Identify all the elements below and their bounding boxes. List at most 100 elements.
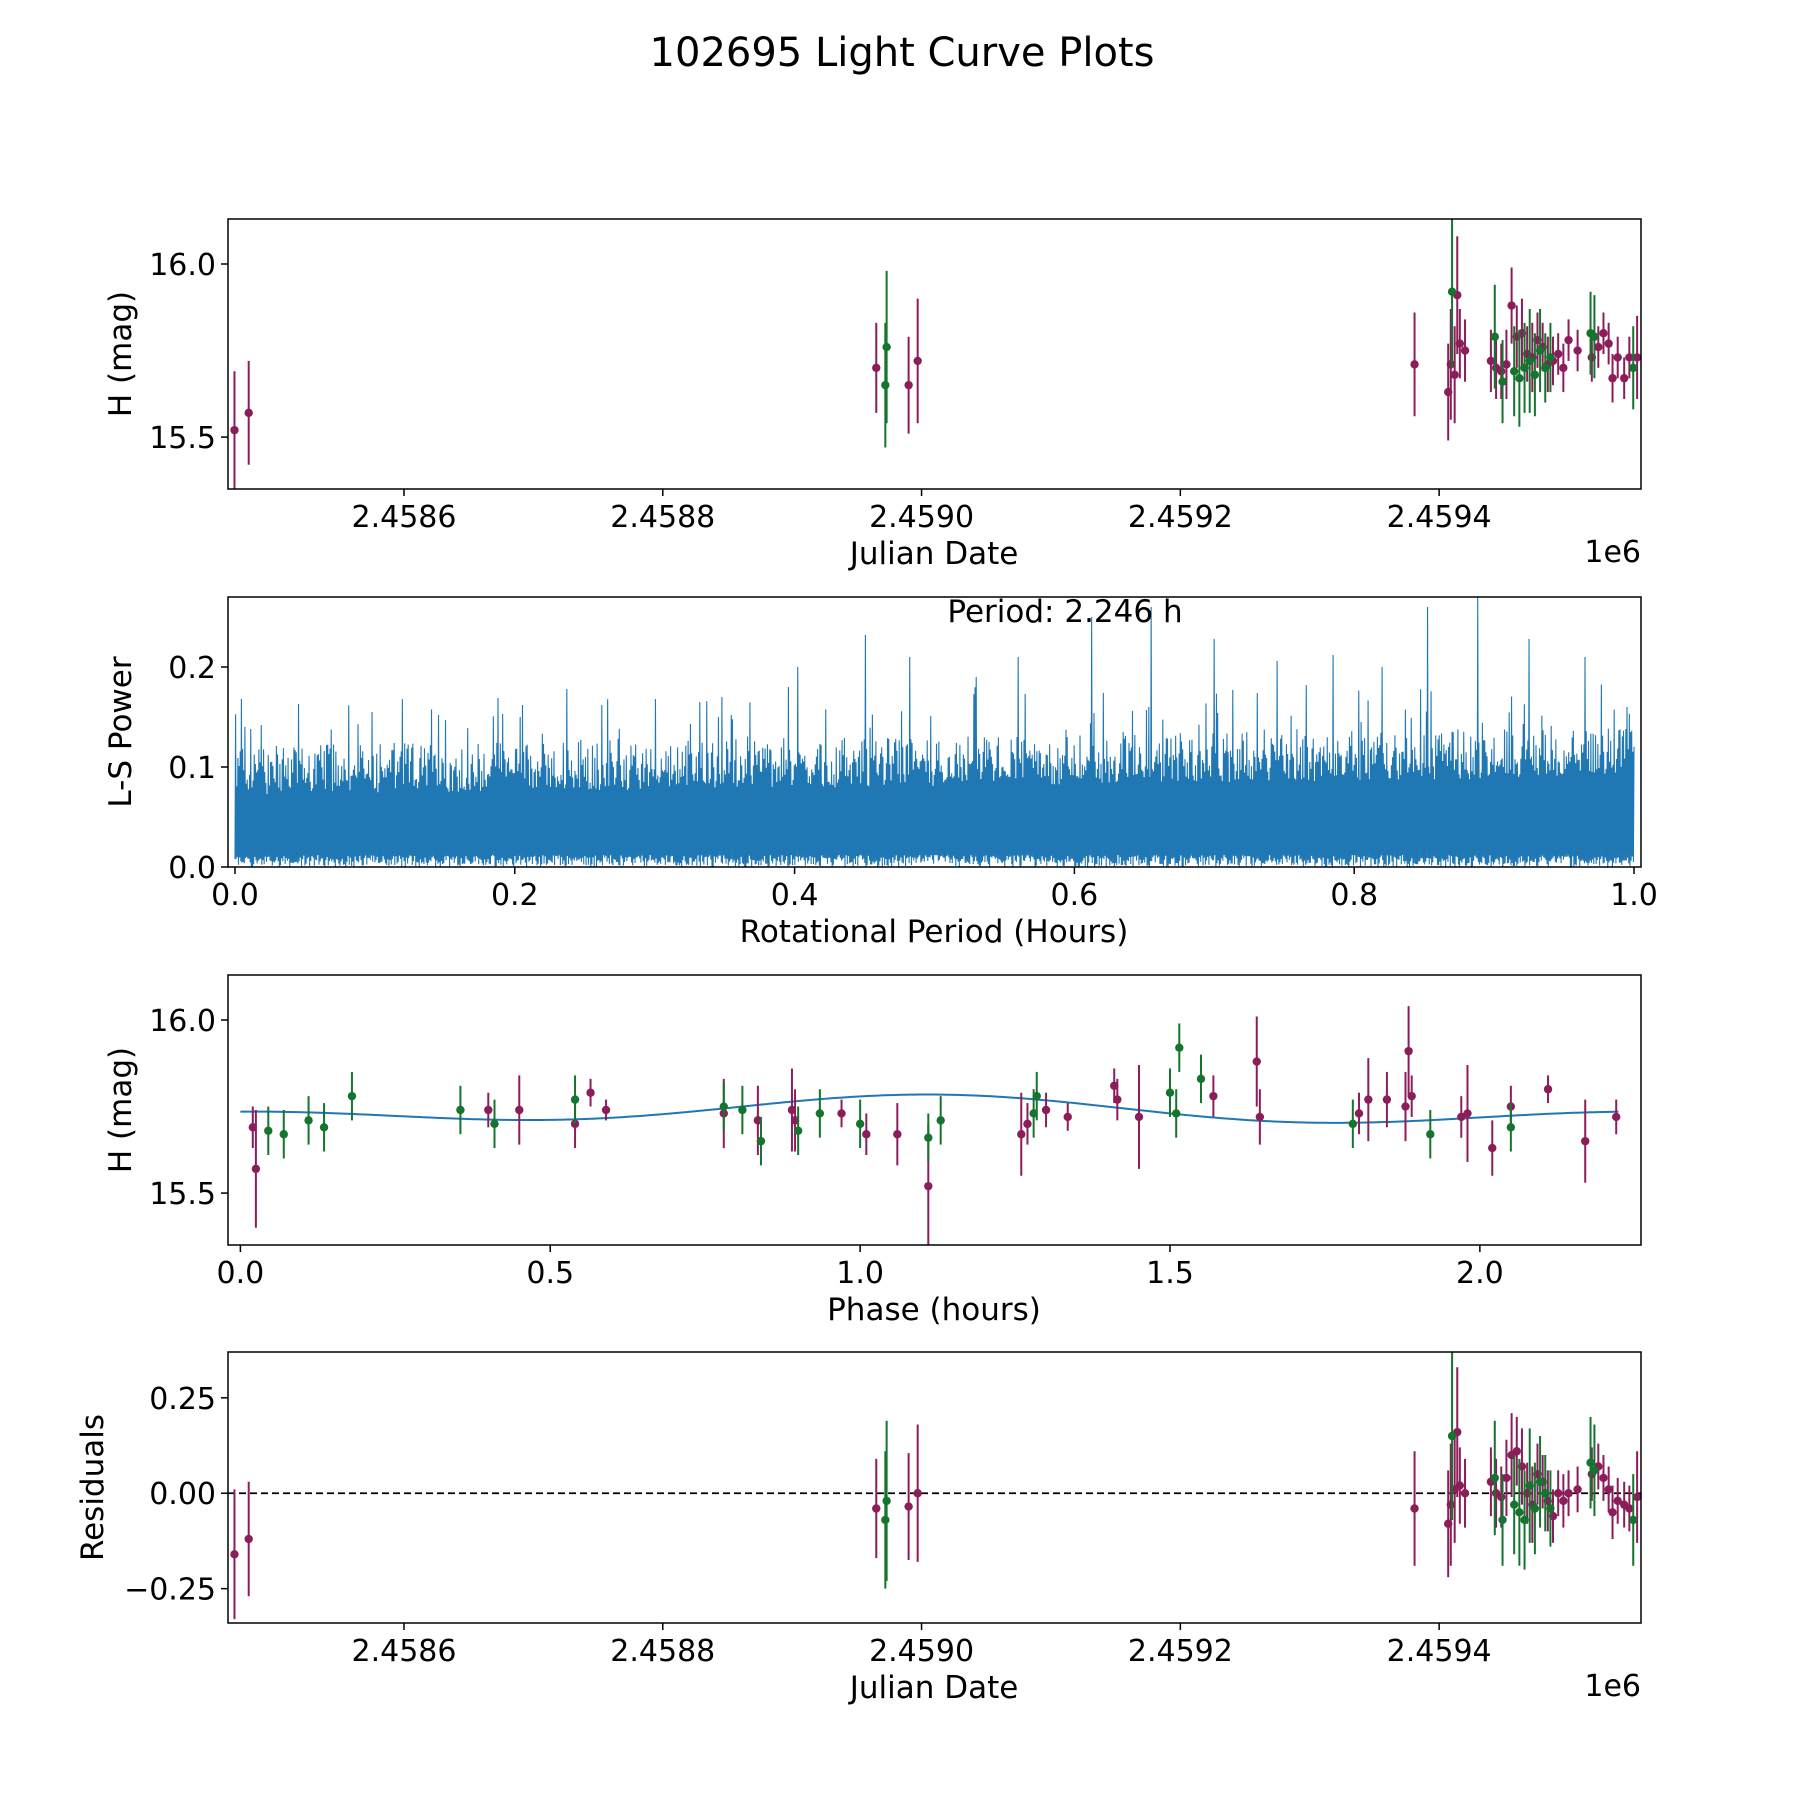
lightcurve-axes-frame xyxy=(227,218,1642,490)
data-point xyxy=(1559,363,1568,373)
data-point xyxy=(1507,301,1516,310)
data-point xyxy=(586,1088,595,1097)
residuals-y-axis-label: Residuals xyxy=(75,1414,111,1561)
data-point xyxy=(601,1105,611,1115)
data-point xyxy=(1032,1091,1041,1101)
data-point xyxy=(1502,1473,1511,1483)
phased-x-axis-label: Phase (hours) xyxy=(827,1292,1041,1328)
data-point xyxy=(515,1105,524,1115)
y-tick-label: 0.0 xyxy=(168,851,216,886)
data-point xyxy=(904,380,913,390)
lightcurve-x-axis-label: Julian Date xyxy=(848,536,1019,572)
y-tick-label: 15.5 xyxy=(149,421,216,456)
data-point xyxy=(1506,1123,1516,1132)
x-tick-label: 0.6 xyxy=(1051,878,1099,913)
residuals-axes-frame xyxy=(227,1351,1642,1624)
data-point xyxy=(230,425,239,435)
data-point xyxy=(913,356,922,366)
data-point xyxy=(1165,1088,1175,1097)
data-point xyxy=(1586,1458,1595,1467)
residuals-series-series_a xyxy=(230,1367,1641,1620)
data-point xyxy=(1629,363,1638,373)
data-point xyxy=(1410,1504,1419,1513)
data-point xyxy=(1613,1496,1622,1506)
data-point xyxy=(1573,346,1582,355)
data-point xyxy=(1541,363,1550,373)
phased-y-axis-label: H (mag) xyxy=(103,1047,139,1173)
data-point xyxy=(1382,1095,1392,1104)
data-point xyxy=(484,1105,493,1115)
data-point xyxy=(1426,1130,1435,1139)
data-point xyxy=(1594,342,1603,352)
data-point xyxy=(1171,1109,1181,1118)
data-point xyxy=(1559,1496,1568,1506)
lightcurve-panel: 2.4586 2.4588 2.4590 2.4592 2.4594 15.5 16.0 Ju… xyxy=(103,218,1642,572)
data-point xyxy=(1599,329,1608,338)
data-point xyxy=(1450,370,1459,379)
lightcurve-x-offset-label: 1e6 xyxy=(1584,535,1641,570)
data-point xyxy=(1488,1143,1497,1153)
data-point xyxy=(244,1534,253,1544)
data-point xyxy=(1553,1489,1563,1498)
x-tick-label: 0.4 xyxy=(771,878,819,913)
phased-panel: 0.0 0.5 1.0 1.5 2.0 15.5 16.0 Phase (hours) H (m… xyxy=(103,974,1642,1328)
data-point xyxy=(837,1109,846,1118)
data-point xyxy=(1543,1085,1553,1094)
data-point xyxy=(1590,332,1599,341)
y-tick-label: 15.5 xyxy=(149,1177,216,1212)
data-point xyxy=(490,1119,499,1129)
periodogram-panel: 0.0 0.2 0.4 0.6 0.8 1.0 0.0 0.1 0.2 Rotational Pe… xyxy=(103,594,1658,950)
periodogram-x-axis-label: Rotational Period (Hours) xyxy=(740,914,1129,950)
y-tick-label: −0.25 xyxy=(124,1573,216,1608)
data-point xyxy=(1564,1489,1573,1498)
data-point xyxy=(1447,1431,1457,1441)
data-point xyxy=(1535,346,1545,355)
data-point xyxy=(1573,1485,1582,1494)
periodogram-plot-area xyxy=(234,597,1635,867)
data-point xyxy=(1515,374,1524,383)
x-tick-label: 2.4590 xyxy=(869,1634,974,1669)
data-point xyxy=(893,1130,902,1139)
x-tick-label: 2.4592 xyxy=(1128,1634,1233,1669)
data-point xyxy=(1535,1477,1545,1486)
residuals-panel: 2.4586 2.4588 2.4590 2.4592 2.4594 −0.25 0.00 0… xyxy=(75,1351,1642,1706)
data-point xyxy=(1407,1091,1416,1101)
figure-title: 102695 Light Curve Plots xyxy=(650,30,1155,76)
x-tick-label: 0.2 xyxy=(491,878,539,913)
data-point xyxy=(1608,1508,1617,1517)
data-point xyxy=(279,1130,288,1139)
periodogram-axes-frame xyxy=(227,596,1642,868)
data-point xyxy=(230,1550,239,1559)
data-point xyxy=(855,1119,865,1129)
lightcurve-y-axis-label: H (mag) xyxy=(103,291,139,417)
data-point xyxy=(1613,353,1622,362)
x-tick-label: 1.5 xyxy=(1146,1256,1194,1291)
x-tick-label: 2.4588 xyxy=(610,500,715,535)
data-point xyxy=(1252,1057,1261,1066)
data-point xyxy=(1525,356,1534,366)
data-point xyxy=(1364,1095,1373,1104)
data-point xyxy=(1455,339,1465,348)
x-tick-label: 2.4586 xyxy=(351,500,456,535)
data-point xyxy=(738,1105,747,1115)
phased-series-series_b xyxy=(264,1023,1516,1166)
x-tick-label: 2.0 xyxy=(1456,1256,1504,1291)
periodogram-y-axis-label: L-S Power xyxy=(103,656,139,807)
period-annotation: Period: 2.246 h xyxy=(947,594,1182,630)
data-point xyxy=(1632,1492,1641,1502)
data-point xyxy=(936,1116,945,1125)
data-point xyxy=(1612,1112,1621,1122)
data-point xyxy=(815,1109,825,1118)
data-point xyxy=(1490,332,1499,341)
phased-axes-frame xyxy=(227,974,1642,1246)
data-point xyxy=(1404,1046,1413,1056)
data-point xyxy=(1497,1492,1506,1502)
data-point xyxy=(881,1515,890,1525)
data-point xyxy=(862,1130,871,1139)
data-point xyxy=(756,1136,766,1146)
x-tick-label: 0.5 xyxy=(526,1256,574,1291)
data-point xyxy=(1447,287,1457,296)
data-point xyxy=(1541,1489,1550,1498)
data-point xyxy=(904,1502,913,1511)
data-point xyxy=(1063,1112,1072,1122)
